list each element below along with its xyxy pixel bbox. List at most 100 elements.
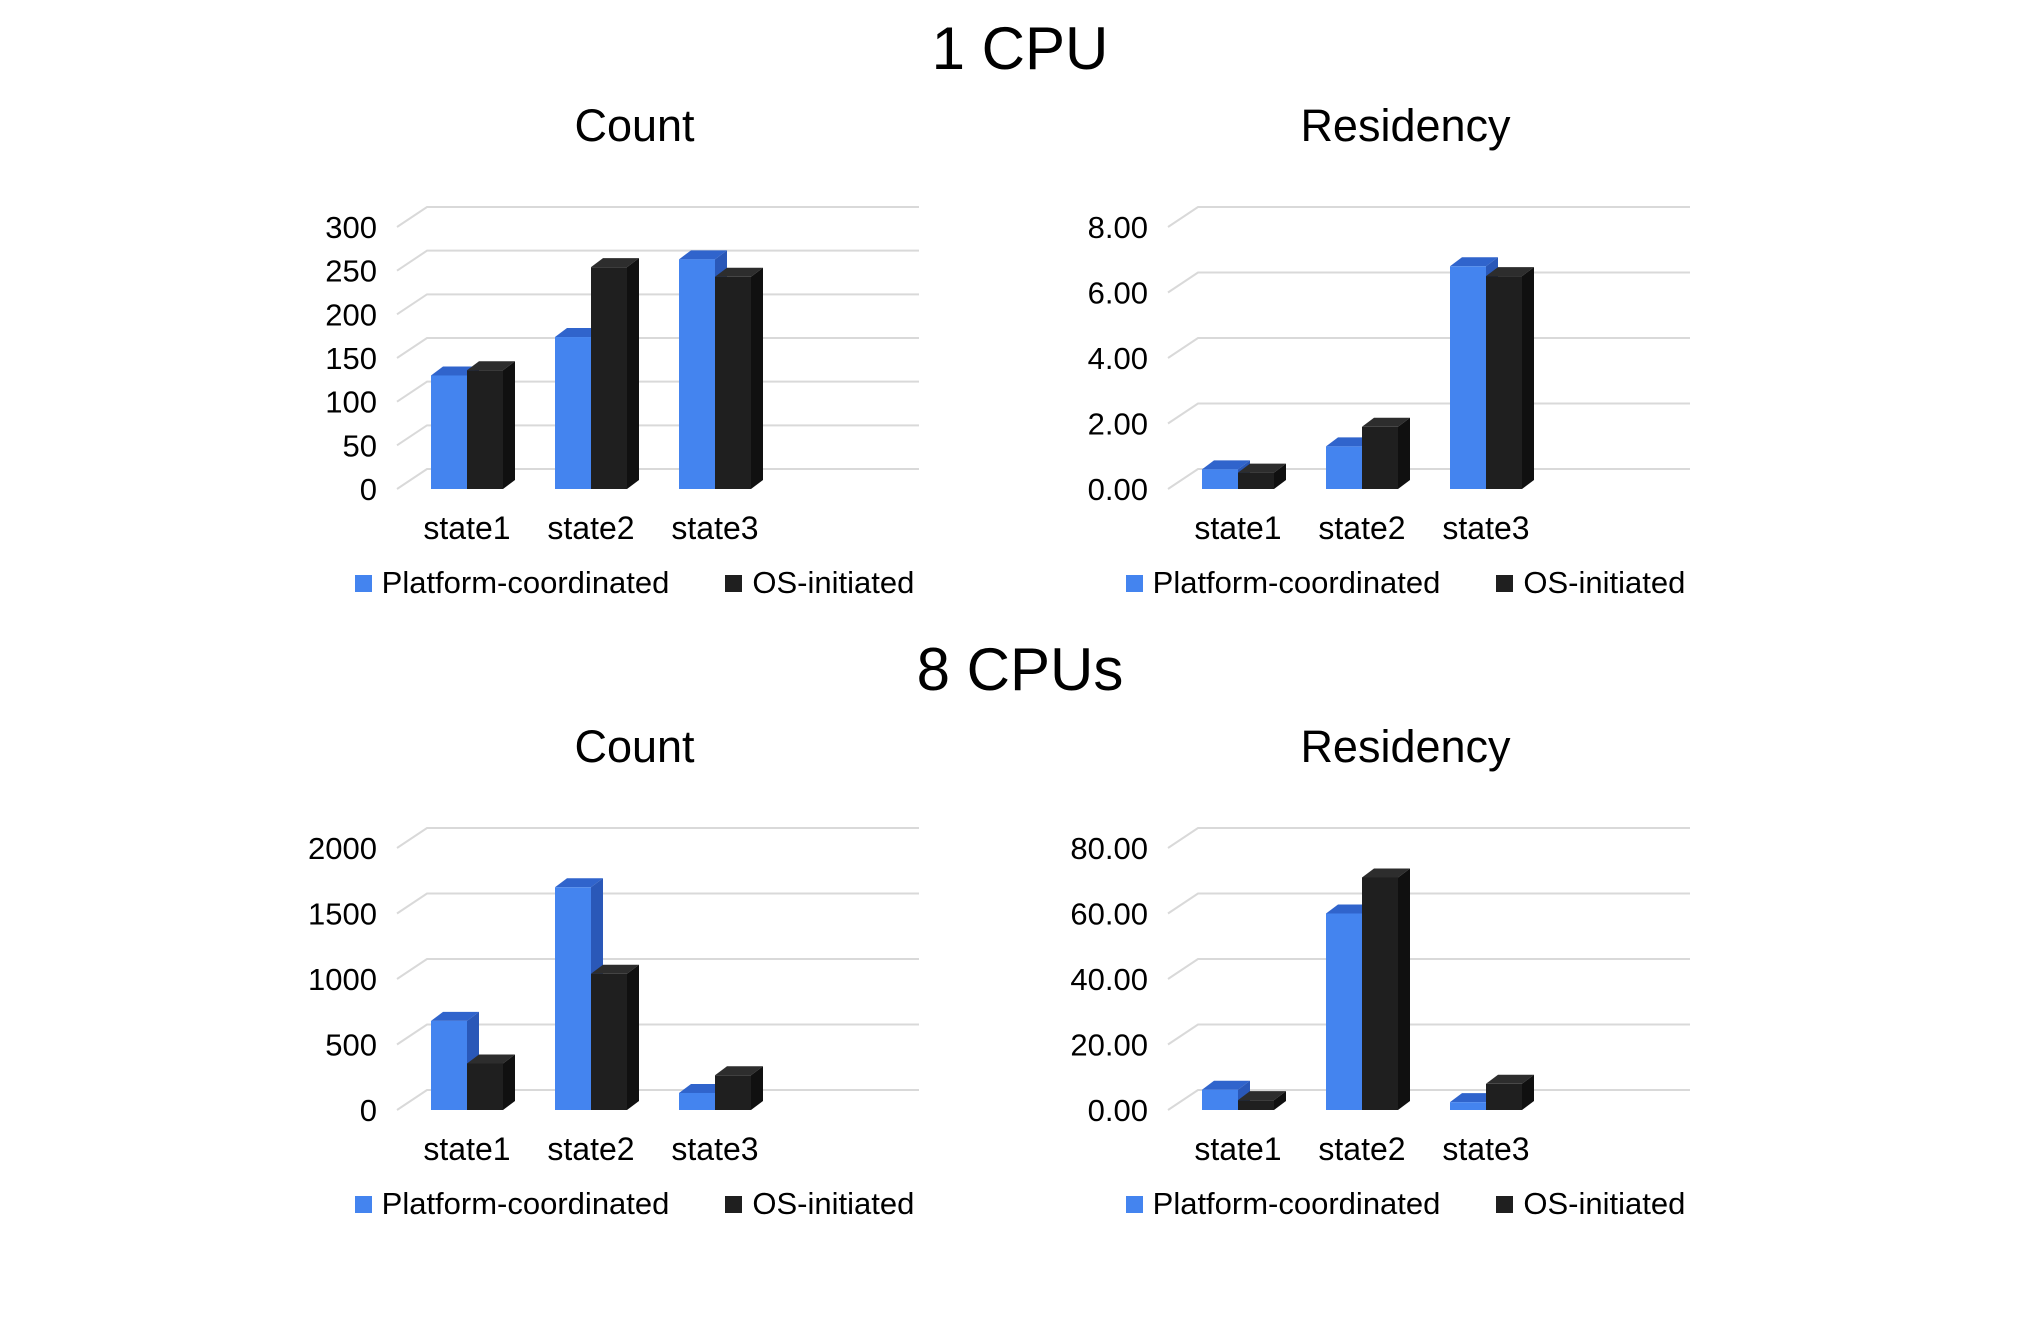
x-category-label: state3 [671, 1131, 758, 1167]
bar-top-face [1486, 1074, 1534, 1084]
bar-top-face [1238, 1091, 1286, 1101]
bar-top-face [431, 1011, 479, 1021]
x-category-label: state1 [1194, 510, 1281, 546]
x-category-label: state3 [1442, 510, 1529, 546]
gridline [396, 958, 919, 980]
bar-os-state1 [1238, 463, 1286, 489]
x-category-label: state2 [1318, 510, 1405, 546]
legend-label: OS-initiated [752, 565, 915, 600]
bar-chart-8cpus-count: 0 500 1000 1500 2000 state1 state2 state3 [308, 827, 919, 1167]
bar-os-state3 [715, 1066, 763, 1110]
legend-item-os: OS-initiated [1496, 1186, 1685, 1222]
legend-item-os: OS-initiated [1496, 565, 1685, 601]
bar-side-face [627, 258, 639, 489]
legend-label: Platform-coordinated [1152, 1186, 1441, 1221]
legend-label: OS-initiated [752, 1186, 915, 1221]
bar-front-face [1326, 446, 1362, 489]
bar-top-face [1202, 1080, 1250, 1090]
section-title-1cpu: 1 CPU [931, 15, 1109, 82]
legend-item-platform: Platform-coordinated [1125, 1186, 1441, 1222]
gridlines [1167, 827, 1690, 1111]
gridline [1167, 892, 1690, 915]
gridline [396, 827, 919, 849]
bar-front-face [1450, 1102, 1486, 1110]
x-category-label: state3 [1442, 1131, 1529, 1167]
bar-front-face [555, 887, 591, 1110]
bar-os-state2 [591, 258, 639, 489]
bar-side-face [1398, 868, 1410, 1110]
bar-top-face [1450, 257, 1498, 267]
y-tick-label: 1000 [308, 962, 377, 997]
legend: Platform-coordinated OS-initiated [1020, 565, 1791, 601]
bar-front-face [1486, 1083, 1522, 1110]
bar-os-state1 [467, 1054, 515, 1110]
x-category-label: state1 [423, 510, 510, 546]
legend-item-platform: Platform-coordinated [354, 1186, 669, 1222]
y-tick-label: 6.00 [1088, 276, 1148, 311]
bar-front-face [715, 1075, 751, 1110]
y-tick-label: 50 [343, 428, 377, 463]
y-tick-label: 80.00 [1070, 831, 1148, 866]
legend-label: Platform-coordinated [381, 565, 670, 600]
legend: Platform-coordinated OS-initiated [249, 565, 1020, 601]
y-tick-label: 8.00 [1088, 210, 1148, 245]
chart-1cpu-residency: Residency 0.00 2.00 4.00 6.00 8.00 state1 stat… [1020, 83, 1791, 601]
gridlines [1167, 206, 1690, 490]
chart-title: Count [574, 721, 695, 772]
y-tick-label: 1500 [308, 897, 377, 932]
y-tick-label: 200 [325, 297, 377, 332]
os-swatch-icon [1496, 1195, 1514, 1213]
bar-top-face [467, 361, 515, 371]
legend: Platform-coordinated OS-initiated [249, 1186, 1020, 1222]
bar-side-face [1522, 267, 1534, 489]
gridline [1167, 337, 1690, 359]
bar-front-face [1362, 426, 1398, 489]
bar-front-face [715, 276, 751, 489]
y-tick-label: 2000 [308, 831, 377, 866]
bar-top-face [555, 878, 603, 888]
bar-top-face [679, 250, 727, 260]
bar-top-face [591, 258, 639, 268]
platform-swatch-icon [1125, 1195, 1143, 1213]
gridline [1167, 1023, 1690, 1046]
bar-top-face [1362, 868, 1410, 878]
x-category-label: state1 [423, 1131, 510, 1167]
bar-front-face [431, 375, 467, 489]
bar-top-face [1202, 460, 1250, 470]
gridline [1167, 271, 1690, 294]
bar-front-face [679, 1092, 715, 1110]
x-category-label: state2 [547, 1131, 634, 1167]
bar-front-face [555, 337, 591, 489]
y-tick-label: 100 [325, 385, 377, 420]
bar-side-face [503, 361, 515, 489]
legend-item-os: OS-initiated [725, 565, 914, 601]
chart-title: Count [574, 100, 695, 151]
bar-front-face [591, 267, 627, 489]
bar-os-state3 [715, 267, 763, 489]
legend-item-platform: Platform-coordinated [1125, 565, 1441, 601]
bar-front-face [1238, 1100, 1274, 1110]
bar-platform-state2 [555, 878, 603, 1110]
charts-row-1cpu: Count 0 50 100 150 200 250 300 state1 state2 stat… [0, 83, 2040, 601]
gridline [396, 293, 919, 316]
bar-front-face [1362, 877, 1398, 1110]
x-category-label: state3 [671, 510, 758, 546]
bar-chart-8cpus-residency: 0.00 20.00 40.00 60.00 80.00 state1 state2 stat… [1070, 827, 1690, 1167]
y-tick-label: 0.00 [1088, 472, 1148, 507]
bar-front-face [1326, 913, 1362, 1110]
x-category-label: state2 [547, 510, 634, 546]
y-tick-label: 20.00 [1070, 1028, 1148, 1063]
bar-front-face [431, 1020, 467, 1110]
os-swatch-icon [725, 574, 743, 592]
bar-side-face [751, 1066, 763, 1110]
gridline [1167, 827, 1690, 849]
gridline [1167, 958, 1690, 980]
bar-side-face [503, 1054, 515, 1110]
bar-os-state2 [1362, 417, 1410, 489]
bar-os-state1 [1238, 1091, 1286, 1110]
bar-os-state2 [591, 964, 639, 1110]
legend: Platform-coordinated OS-initiated [1020, 1186, 1791, 1222]
bar-side-face [751, 267, 763, 489]
bar-side-face [1274, 1091, 1286, 1110]
legend-label: Platform-coordinated [1152, 565, 1441, 600]
